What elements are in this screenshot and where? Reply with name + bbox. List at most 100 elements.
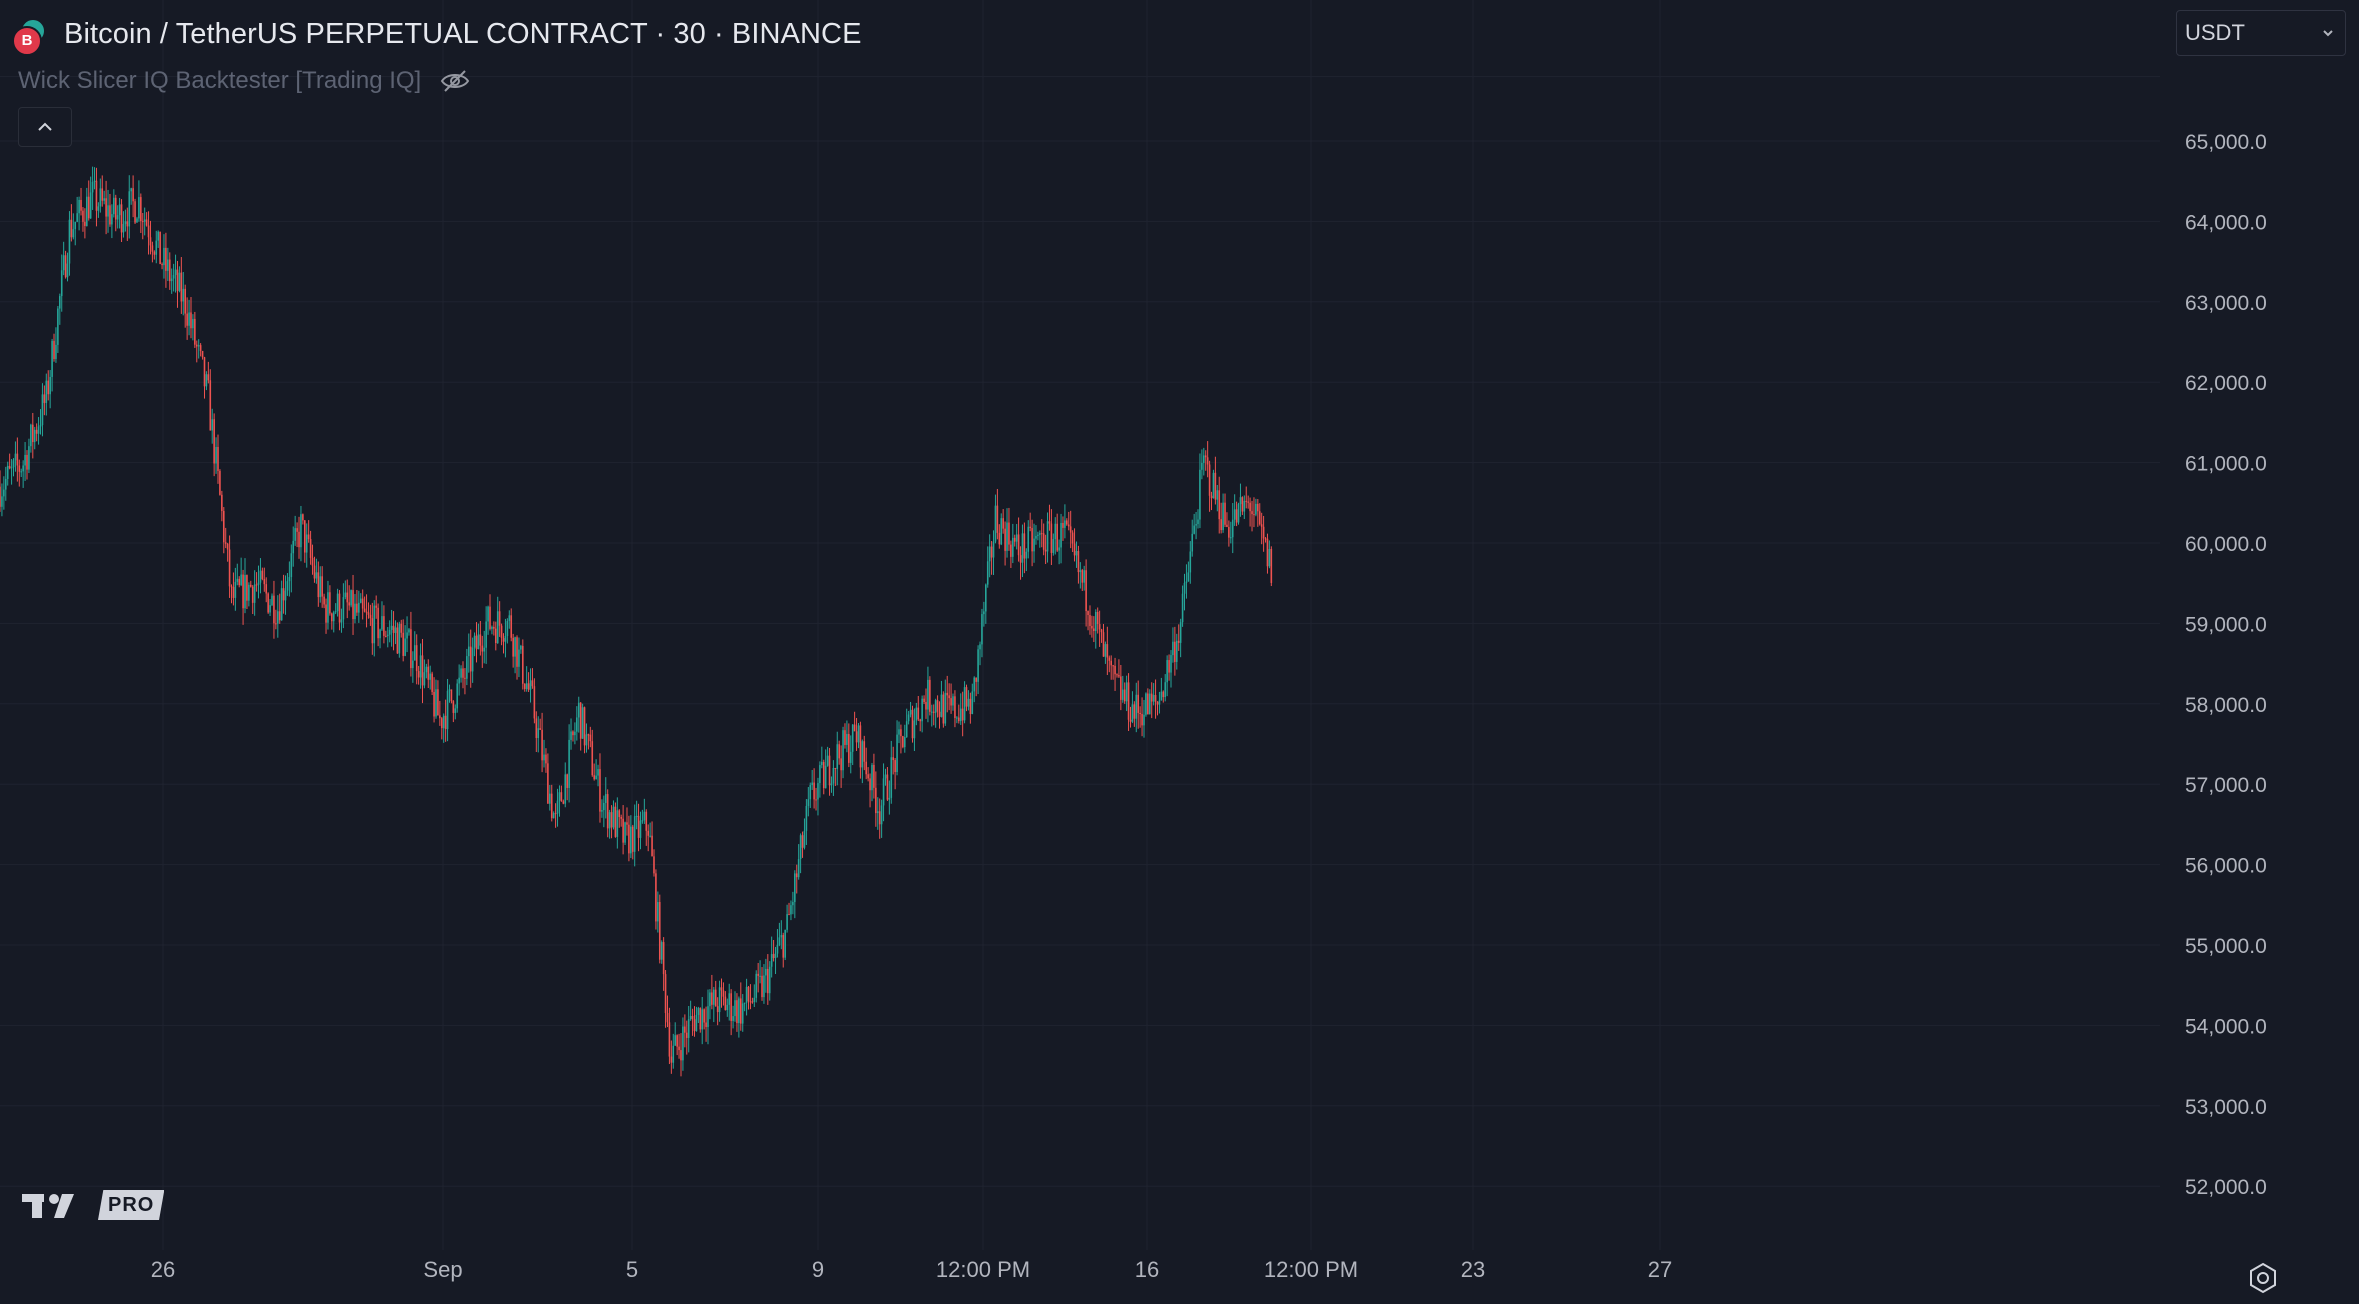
candle-body (1013, 537, 1016, 542)
settings-icon[interactable] (2246, 1261, 2280, 1295)
candle-body (718, 987, 721, 1013)
candle-body (915, 707, 918, 721)
candle-body (1170, 655, 1172, 673)
symbol-title[interactable]: Bitcoin / TetherUS PERPETUAL CONTRACT · … (64, 17, 862, 50)
candle-body (22, 465, 24, 472)
candle-body (242, 574, 244, 609)
candle-body (792, 902, 794, 906)
candle-body (522, 645, 524, 684)
candle-body (963, 687, 966, 721)
candle-body (431, 673, 433, 692)
candle-body (363, 608, 366, 612)
symbol-icons[interactable]: B (12, 14, 54, 56)
candle-body (954, 696, 956, 719)
candle-body (352, 590, 354, 620)
candle-body (936, 700, 939, 712)
candle-body (743, 1002, 746, 1004)
chevron-down-icon (2323, 30, 2333, 37)
candle-body (246, 575, 248, 601)
y-axis-label: 62,000.0 (2185, 372, 2267, 395)
candle-body (867, 774, 869, 779)
candle-body (425, 666, 428, 673)
indicator-name[interactable]: Wick Slicer IQ Backtester [Trading IQ] (18, 67, 422, 94)
candle-body (60, 270, 63, 297)
candle-body (442, 715, 445, 729)
candle-body (408, 629, 410, 633)
candle-body (888, 797, 891, 800)
candle-body (26, 454, 28, 470)
y-axis-label: 61,000.0 (2185, 453, 2267, 476)
candle-body (365, 611, 368, 613)
candle-body (612, 806, 615, 828)
candle-body (570, 731, 572, 740)
currency-select[interactable]: USDT (2176, 10, 2346, 56)
tradingview-logo[interactable]: PRO (22, 1188, 165, 1222)
candle-body (76, 213, 78, 222)
candle-body (1108, 657, 1111, 661)
x-axis-label: 26 (151, 1257, 175, 1282)
candle-body (934, 700, 937, 713)
candle-body (371, 618, 374, 644)
candle-body (319, 576, 322, 598)
candle-body (454, 708, 457, 713)
candle-body (496, 611, 499, 644)
candle-body (43, 394, 46, 403)
candle-body (141, 221, 144, 223)
candle-body (485, 621, 487, 648)
candle-body (855, 731, 858, 743)
candle-body (639, 820, 642, 838)
y-axis-label: 63,000.0 (2185, 292, 2267, 315)
collapse-legend-button[interactable] (18, 107, 72, 147)
candle-body (614, 806, 617, 837)
candle-body (884, 774, 887, 779)
candle-body (558, 792, 561, 801)
candle-body (147, 225, 150, 238)
y-axis-label: 52,000.0 (2185, 1176, 2267, 1199)
candle-body (844, 730, 846, 745)
candle-body (838, 744, 840, 759)
candle-body (400, 623, 403, 633)
candle-body (1268, 549, 1271, 567)
candle-body (433, 691, 435, 717)
candle-body (251, 586, 254, 603)
candle-body (280, 588, 283, 621)
candle-body (1164, 682, 1167, 698)
candle-body (952, 696, 954, 706)
candle-body (871, 764, 873, 791)
candle-body (59, 296, 61, 309)
candle-body (878, 811, 881, 825)
candle-body (143, 219, 146, 222)
candle-body (1085, 570, 1087, 612)
candle-body (998, 532, 1001, 545)
candle-body (1154, 694, 1157, 702)
candle-body (985, 584, 987, 612)
candle-body (685, 1032, 688, 1038)
candle-body (33, 429, 36, 443)
candle-body (489, 606, 491, 629)
candle-body (795, 873, 798, 878)
candle-body (736, 1000, 738, 1024)
candle-body (554, 813, 557, 815)
candle-body (828, 755, 831, 786)
candle-body (655, 873, 657, 922)
candle-body (824, 765, 827, 789)
candle-body (1060, 522, 1062, 548)
candle-body (82, 210, 84, 222)
candle-body (1174, 641, 1176, 662)
hidden-eye-icon[interactable] (439, 67, 475, 95)
candle-body (533, 686, 536, 719)
candle-body (180, 272, 183, 302)
candle-body (1228, 526, 1230, 538)
candle-body (1081, 570, 1084, 583)
candle-body (1033, 538, 1035, 552)
candle-body (556, 800, 559, 814)
candle-body (1239, 497, 1242, 505)
candle-body (331, 613, 333, 622)
candle-body (273, 595, 275, 624)
candle-body (1181, 593, 1184, 623)
x-axis-label: 12:00 PM (936, 1257, 1030, 1282)
candle-body (593, 775, 595, 780)
candle-body (383, 616, 385, 636)
